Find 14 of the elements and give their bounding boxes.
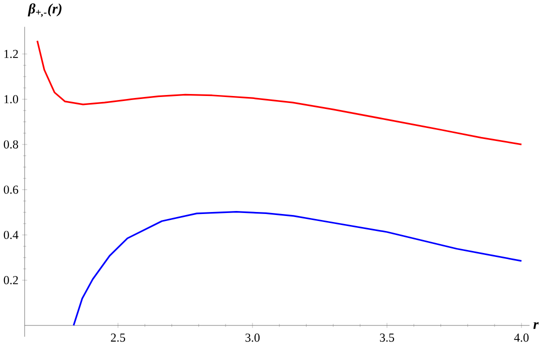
- y-tick-label: 0.6: [4, 185, 18, 194]
- x-tick-label: 4.0: [514, 333, 529, 342]
- y-tick-label: 0.4: [4, 230, 18, 239]
- x-tick-label: 2.5: [110, 333, 126, 342]
- y-axis-title: β$_{+,-}$(r): [28, 3, 62, 17]
- x-tick-label: 3.0: [245, 333, 260, 342]
- line-series: [72, 210, 522, 326]
- y-tick-label: 0.8: [4, 140, 18, 149]
- x-tick-label: 3.5: [380, 333, 394, 342]
- y-tick-label: 1.2: [4, 50, 18, 58]
- x-axis-title: r: [533, 322, 539, 329]
- y-tick-label: 0.2: [4, 276, 18, 284]
- line-series: [36, 40, 522, 146]
- y-tick-label: 1.0: [4, 95, 18, 104]
